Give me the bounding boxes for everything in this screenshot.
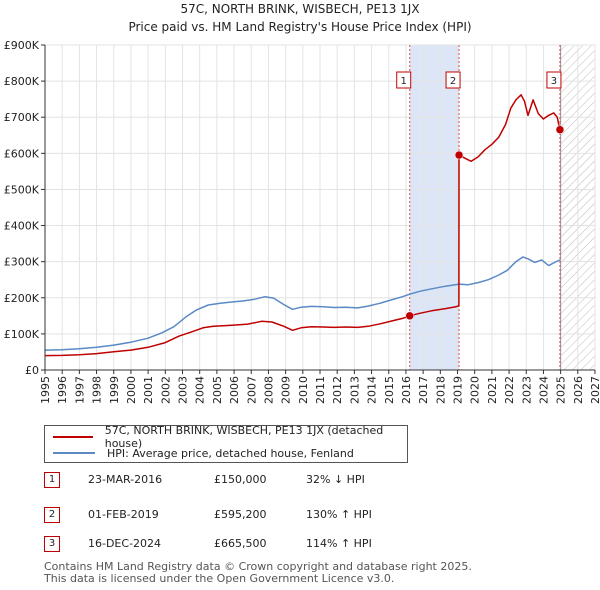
legend-label-property: 57C, NORTH BRINK, WISBECH, PE13 1JX (det… <box>104 424 384 450</box>
sale-date: 16-DEC-2024 <box>88 537 162 550</box>
y-tick-label: £300K <box>4 256 40 269</box>
x-tick-label: 2021 <box>486 376 499 404</box>
x-tick-label: 1996 <box>56 376 69 404</box>
x-tick-label: 2020 <box>469 376 482 404</box>
x-tick-label: 2016 <box>400 376 413 404</box>
x-tick-label: 2027 <box>589 376 600 404</box>
sale-number-box <box>396 71 412 89</box>
y-tick-label: £400K <box>4 220 40 233</box>
chart-subtitle: Price paid vs. HM Land Registry's House … <box>128 20 471 34</box>
x-tick-label: 2013 <box>348 376 361 404</box>
x-tick-label: 2010 <box>297 376 310 404</box>
legend-item-property: 57C, NORTH BRINK, WISBECH, PE13 1JX (det… <box>53 424 407 450</box>
sale-hpi-change: 32% ↓ HPI <box>306 473 365 486</box>
legend-swatch-hpi <box>53 452 95 454</box>
sale-point <box>405 311 414 321</box>
sale-row: 1 23-MAR-2016 £150,000 32% ↓ HPI <box>44 472 564 490</box>
footer-line-2: This data is licensed under the Open Gov… <box>44 572 395 585</box>
y-tick-label: £100K <box>4 328 40 341</box>
x-tick-label: 2022 <box>503 376 516 404</box>
sale-point <box>454 150 464 160</box>
x-tick-label: 2026 <box>572 376 585 404</box>
y-tick-label: £700K <box>4 111 40 124</box>
sale-number-label: 1 <box>401 76 407 87</box>
sale-hpi-change: 130% ↑ HPI <box>306 508 372 521</box>
x-tick-label: 2000 <box>125 376 138 404</box>
x-tick-label: 2014 <box>366 376 379 404</box>
x-tick-label: 2009 <box>280 376 293 404</box>
x-tick-label: 2008 <box>262 376 275 404</box>
x-tick-label: 2015 <box>383 376 396 404</box>
x-tick-label: 2024 <box>537 376 550 404</box>
legend: 57C, NORTH BRINK, WISBECH, PE13 1JX (det… <box>44 424 408 463</box>
x-tick-label: 2004 <box>194 376 207 404</box>
x-tick-label: 2005 <box>211 376 224 404</box>
x-tick-label: 2007 <box>245 376 258 404</box>
sale-date: 01-FEB-2019 <box>88 508 159 521</box>
chart-title: 57C, NORTH BRINK, WISBECH, PE13 1JX <box>180 2 419 16</box>
x-tick-label: 2001 <box>142 376 155 404</box>
x-tick-label: 2012 <box>331 376 344 404</box>
x-tick-label: 1995 <box>39 376 52 404</box>
sale-number-label: 2 <box>450 76 456 87</box>
legend-label-hpi: HPI: Average price, detached house, Fenl… <box>107 446 354 460</box>
sale-price: £595,200 <box>214 508 267 521</box>
y-tick-label: £200K <box>4 292 40 305</box>
sale-number-badge: 1 <box>44 472 60 488</box>
x-tick-label: 2002 <box>159 376 172 404</box>
footer-line-1: Contains HM Land Registry data © Crown c… <box>44 560 472 573</box>
x-tick-label: 2003 <box>177 376 190 404</box>
sale-number-label: 3 <box>551 76 557 87</box>
legend-swatch-property <box>53 436 93 438</box>
x-tick-label: 1997 <box>73 376 86 404</box>
sale-price: £150,000 <box>214 473 267 486</box>
y-tick-label: £900K <box>4 39 40 52</box>
sale-period-band <box>409 45 460 370</box>
x-tick-label: 1999 <box>108 376 121 404</box>
y-tick-label: £500K <box>4 183 40 196</box>
legend-item-hpi: HPI: Average price, detached house, Fenl… <box>53 445 354 461</box>
x-tick-label: 2017 <box>417 376 430 404</box>
x-tick-label: 2006 <box>228 376 241 404</box>
sale-row: 2 01-FEB-2019 £595,200 130% ↑ HPI <box>44 507 564 525</box>
hpi-line <box>44 256 561 351</box>
sale-number-box <box>546 71 562 89</box>
x-tick-label: 2025 <box>555 376 568 404</box>
x-tick-label: 2011 <box>314 376 327 404</box>
sale-hpi-change: 114% ↑ HPI <box>306 537 372 550</box>
y-tick-label: £600K <box>4 147 40 160</box>
x-tick-label: 2018 <box>434 376 447 404</box>
sale-price: £665,500 <box>214 537 267 550</box>
sale-number-box <box>445 71 461 89</box>
price-chart: 57C, NORTH BRINK, WISBECH, PE13 1JX Pric… <box>4 2 600 404</box>
sale-point <box>555 125 565 134</box>
sale-row: 3 16-DEC-2024 £665,500 114% ↑ HPI <box>44 536 564 554</box>
property-price-line <box>44 94 561 357</box>
y-tick-label: £0 <box>25 364 39 377</box>
x-tick-label: 1998 <box>91 376 104 404</box>
footer-attribution: Contains HM Land Registry data © Crown c… <box>44 561 472 585</box>
sale-number-badge: 3 <box>44 536 60 552</box>
x-tick-label: 2019 <box>452 376 465 404</box>
x-tick-label: 2023 <box>520 376 533 404</box>
sale-date: 23-MAR-2016 <box>88 473 163 486</box>
y-tick-label: £800K <box>4 75 40 88</box>
sale-number-badge: 2 <box>44 507 60 523</box>
